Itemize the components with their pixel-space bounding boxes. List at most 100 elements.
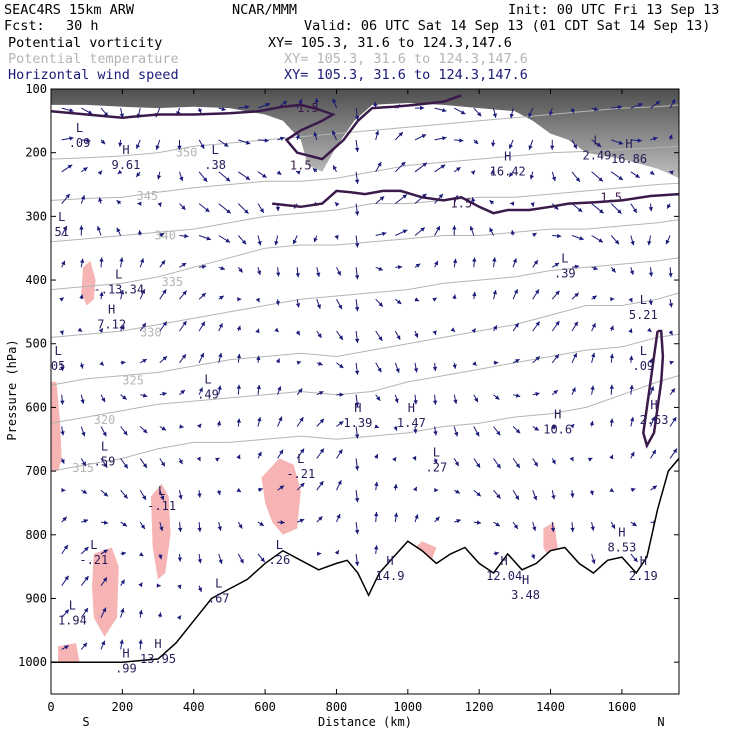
wind-vector: [473, 489, 482, 497]
wind-vector: [473, 458, 481, 468]
wind-vector: [140, 393, 148, 398]
wind-vector: [98, 197, 103, 204]
wind-vector: [197, 423, 202, 429]
wind-vector: [630, 138, 642, 143]
wind-vector: [590, 521, 595, 531]
wind-vector: [276, 267, 281, 277]
wind-vector: [648, 358, 653, 363]
extremum-value: -.21: [79, 553, 108, 567]
shaded-region-3: [92, 547, 119, 637]
extremum-type: H: [501, 554, 508, 568]
wind-vector: [77, 327, 83, 333]
wind-vector: [432, 362, 438, 372]
wind-vector: [179, 290, 187, 300]
extremum-type: H: [650, 398, 657, 412]
wind-vector: [394, 194, 408, 204]
wind-vector: [512, 521, 519, 530]
wind-vector: [532, 521, 537, 532]
wind-vector: [512, 322, 520, 332]
wind-vector: [512, 393, 521, 398]
extremum-type: H: [122, 646, 129, 660]
wind-vector: [473, 107, 482, 117]
fcst-label: Fcst:: [4, 18, 45, 34]
wind-vector: [177, 584, 182, 590]
wind-vector: [375, 266, 384, 271]
wind-vector: [198, 387, 203, 395]
wind-vector: [354, 299, 360, 312]
wind-vector: [669, 448, 678, 459]
extremum-l: L1.94: [58, 599, 87, 628]
wind-vector: [179, 203, 186, 211]
wind-vector: [236, 384, 241, 395]
wind-vector: [493, 521, 501, 527]
wind-vector: [473, 426, 480, 437]
wind-vector: [628, 328, 633, 334]
wind-vector: [80, 575, 89, 587]
extremum-type: H: [522, 573, 529, 587]
wind-vector: [473, 139, 479, 145]
wind-vector: [237, 297, 242, 302]
wind-vector: [316, 267, 321, 278]
extremum-value: .49: [197, 388, 219, 402]
wind-vector: [552, 262, 560, 268]
wind-vector: [81, 138, 91, 143]
theta-contour-315: [51, 375, 679, 472]
wind-vector: [139, 458, 148, 469]
pv-contour-layer: 1.5 1.5 1.5 1.5: [51, 94, 679, 449]
extremum-type: L: [593, 134, 600, 148]
extremum-l: L05: [51, 344, 65, 373]
wind-vector: [277, 416, 283, 427]
wind-vector: [60, 458, 65, 464]
wind-vector: [609, 454, 614, 460]
x-tick-label: 200: [112, 700, 134, 714]
extremum-value: 1.39: [343, 416, 372, 430]
wind-vector: [314, 98, 319, 109]
extremum-h: H8.53: [607, 525, 636, 554]
wind-vector: [492, 107, 497, 118]
wind-vector: [669, 360, 674, 365]
wind-vector: [119, 257, 124, 268]
model-title: SEAC4RS 15km ARW: [4, 2, 135, 18]
wind-vector: [238, 139, 251, 145]
wind-vector: [96, 225, 102, 236]
wind-vector: [610, 235, 620, 245]
wind-vector: [139, 322, 147, 332]
wind-vector: [100, 577, 108, 586]
wind-vector: [530, 202, 535, 207]
wind-vector: [100, 549, 109, 555]
extremum-value: 2.49: [582, 149, 611, 163]
wind-vector: [354, 203, 360, 216]
wind-vector: [332, 98, 337, 109]
wind-vector: [432, 297, 437, 302]
extremum-h: H9.61: [111, 143, 140, 172]
theta-contour-330: [51, 257, 679, 338]
wind-vector: [650, 100, 661, 109]
wind-vector: [100, 394, 106, 403]
wind-vector: [257, 203, 265, 214]
wind-vector: [216, 490, 222, 496]
wind-vector: [61, 107, 74, 113]
extremum-l: L.38: [204, 143, 226, 172]
wind-vector: [332, 165, 337, 173]
wind-vector: [120, 551, 127, 556]
wind-vector: [236, 454, 241, 460]
wind-vector: [630, 235, 635, 246]
wind-vector: [59, 297, 65, 302]
wind-vector: [393, 483, 398, 491]
wind-vector: [215, 457, 220, 462]
wind-vector: [236, 418, 241, 427]
wind-vector: [550, 522, 556, 532]
wind-vector: [630, 171, 640, 179]
wind-vector: [571, 387, 576, 395]
extremum-value: .99: [115, 661, 137, 675]
wind-vector: [237, 203, 249, 214]
extremum-type: H: [108, 302, 115, 316]
extremum-value: .09: [69, 136, 91, 150]
wind-vector: [198, 321, 206, 332]
wind-vector: [334, 549, 340, 555]
wind-vector: [257, 487, 263, 492]
wind-vector: [375, 330, 383, 342]
wind-vector: [589, 420, 594, 427]
wind-vector: [238, 105, 250, 110]
x-tick-label: 1600: [607, 700, 636, 714]
